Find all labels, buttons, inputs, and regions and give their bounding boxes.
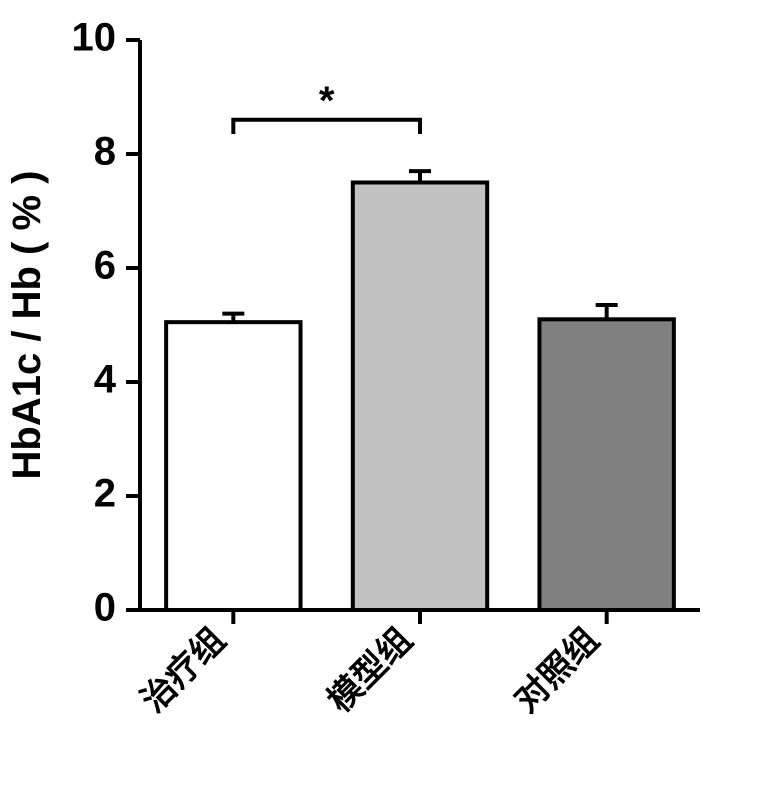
- y-tick-label: 6: [94, 244, 116, 288]
- y-tick-label: 0: [94, 586, 116, 630]
- y-axis-label: HbA1c / Hb ( % ): [5, 171, 49, 480]
- y-tick-label: 10: [72, 16, 117, 60]
- bar-1: [353, 183, 487, 611]
- y-tick-label: 4: [94, 358, 117, 402]
- bar-2: [539, 319, 673, 610]
- bar-0: [166, 322, 300, 610]
- y-tick-label: 2: [94, 472, 116, 516]
- y-tick-label: 8: [94, 130, 116, 174]
- hba1c-bar-chart: *0246810治疗组模型组对照组HbA1c / Hb ( % ): [0, 0, 773, 807]
- significance-label: *: [319, 79, 335, 123]
